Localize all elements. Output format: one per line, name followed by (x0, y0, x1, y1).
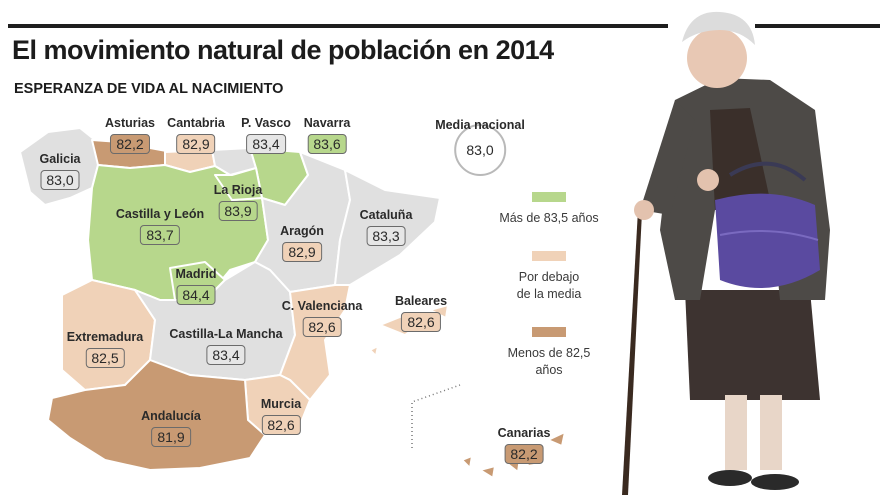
region-value: 82,9 (282, 242, 322, 262)
region-value: 83,4 (206, 345, 246, 365)
header-rule (8, 24, 668, 28)
region-value: 82,5 (85, 348, 125, 368)
region-value: 82,2 (504, 444, 544, 464)
region-murcia: Murcia 82,6 (261, 397, 301, 435)
region-value: 81,9 (151, 427, 191, 447)
region-value: 83,9 (218, 201, 258, 221)
region-value: 83,6 (307, 134, 347, 154)
region-andalucia-shape (47, 359, 266, 471)
region-value: 82,6 (401, 312, 441, 332)
region-andalucia: Andalucía 81,9 (141, 409, 201, 447)
legend-label-more: Más de 83,5 años (499, 211, 599, 225)
region-canarias: Canarias 82,2 (497, 426, 551, 464)
region-name: Andalucía (141, 409, 201, 423)
region-value: 82,9 (176, 134, 216, 154)
region-name: Cantabria (167, 116, 225, 130)
legend-label-less: Menos de 82,5 años (507, 346, 591, 377)
region-navarra: Navarra 83,6 (303, 116, 351, 154)
region-castillamancha: Castilla-La Mancha 83,4 (169, 327, 283, 365)
region-value: 84,4 (176, 285, 216, 305)
national-average-label: Media nacional (435, 118, 525, 132)
region-larioja: La Rioja 83,9 (213, 183, 263, 221)
region-pvasco: P. Vasco 83,4 (241, 116, 291, 154)
region-name: Galicia (39, 152, 81, 166)
national-average: Media nacional 83,0 (435, 118, 525, 176)
region-name: C. Valenciana (281, 299, 363, 313)
region-castillaleon: Castilla y León 83,7 (116, 207, 204, 245)
region-cantabria: Cantabria 82,9 (167, 116, 225, 154)
region-cvalenciana-shape (279, 284, 351, 401)
region-larioja-shape (214, 167, 263, 201)
region-value: 82,2 (110, 134, 150, 154)
legend-less: Menos de 82,5 años (499, 324, 599, 379)
region-baleares: Baleares 82,6 (395, 294, 447, 332)
region-value: 82,6 (261, 415, 301, 435)
legend-below: Por debajo de la media (515, 248, 583, 303)
region-value: 83,4 (246, 134, 286, 154)
legend-label-below: Por debajo de la media (516, 270, 582, 301)
region-name: La Rioja (213, 183, 263, 197)
region-asturias: Asturias 82,2 (105, 116, 155, 154)
region-aragon: Aragón 82,9 (280, 224, 324, 262)
region-name: Extremadura (66, 330, 144, 344)
legend-more: Más de 83,5 años (499, 189, 599, 227)
region-cataluna: Cataluña 83,3 (359, 208, 413, 246)
region-name: Castilla y León (115, 207, 205, 221)
national-average-value: 83,0 (466, 142, 494, 158)
region-extremadura: Extremadura 82,5 (67, 330, 143, 368)
region-name: Madrid (175, 267, 217, 281)
legend-swatch-green (532, 192, 566, 202)
region-name: Cataluña (359, 208, 413, 222)
region-name: P. Vasco (241, 116, 291, 130)
elderly-woman-photo (622, 11, 830, 495)
region-name: Murcia (260, 397, 302, 411)
region-name: Asturias (104, 116, 156, 130)
region-name: Aragón (280, 224, 324, 238)
region-canarias-shape (461, 431, 566, 479)
national-average-ring: 83,0 (453, 124, 506, 176)
region-madrid: Madrid 84,4 (175, 267, 217, 305)
region-name: Baleares (394, 294, 448, 308)
legend-swatch-tan (532, 251, 566, 261)
region-galicia: Galicia 83,0 (40, 152, 81, 190)
region-value: 82,6 (302, 317, 342, 337)
legend-swatch-brown (532, 327, 566, 337)
region-cvalenciana: C. Valenciana 82,6 (281, 299, 363, 337)
page-subtitle: ESPERANZA DE VIDA AL NACIMIENTO (14, 81, 284, 97)
canarias-inset-border (411, 384, 461, 448)
region-value: 83,0 (40, 170, 80, 190)
page-title: El movimiento natural de población en 20… (12, 35, 554, 65)
header-rule-right (755, 24, 880, 28)
region-name: Canarias (497, 426, 551, 440)
region-name: Castilla-La Mancha (169, 327, 283, 341)
region-value: 83,7 (140, 225, 180, 245)
region-value: 83,3 (366, 226, 406, 246)
region-name: Navarra (303, 116, 351, 130)
